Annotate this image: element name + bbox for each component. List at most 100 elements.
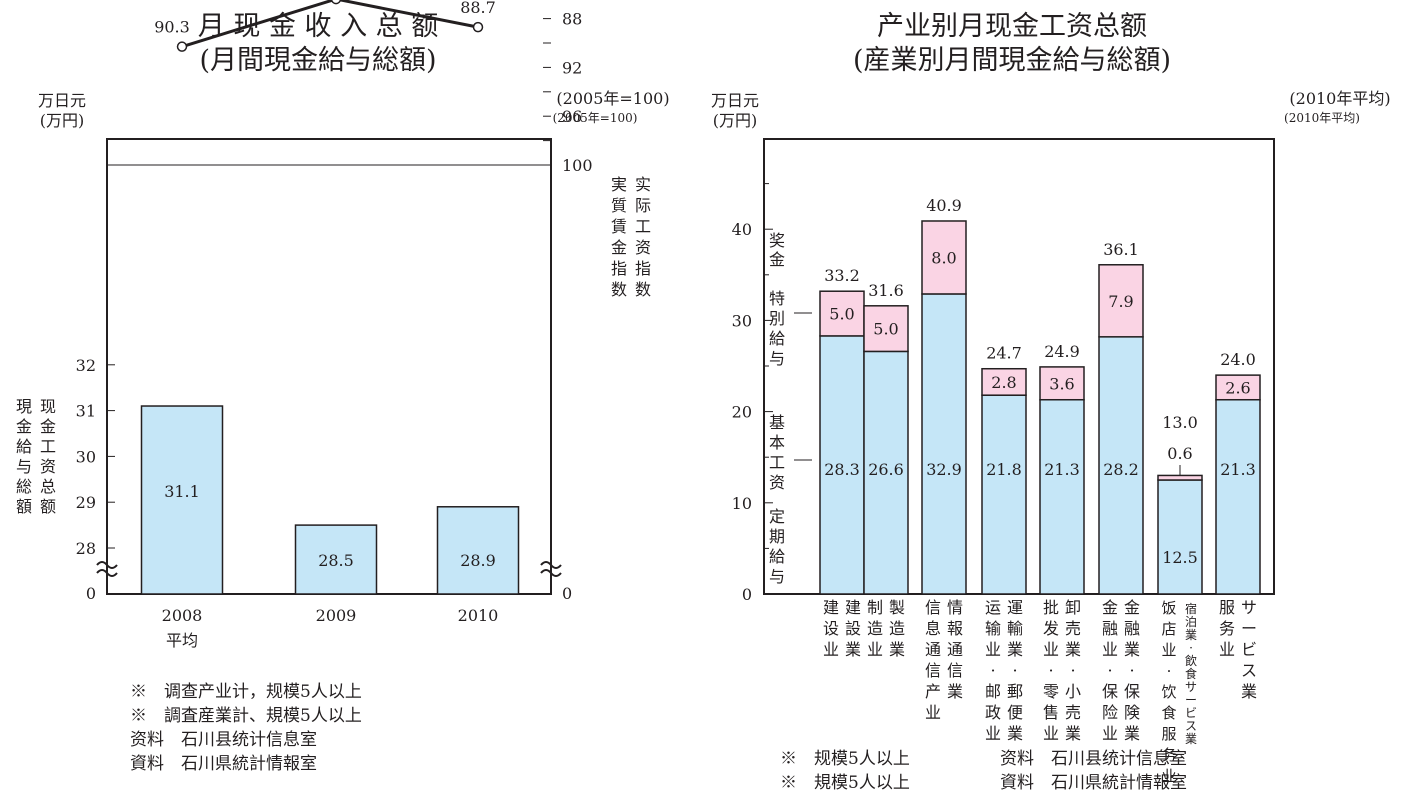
axis-title-char: 質 (611, 196, 627, 215)
left-y-tick-label: 29 (76, 493, 96, 512)
category-char: 业 (1043, 724, 1059, 743)
right-axis-ticks: 0 88 92 96 100 (540, 10, 593, 603)
right-y-tick-label: 30 (732, 311, 752, 330)
category-char: 業 (1065, 640, 1081, 659)
category-char: 信 (925, 598, 941, 617)
total-value: 31.6 (868, 281, 904, 300)
category-char: 业 (1043, 640, 1059, 659)
category-char: 業 (1241, 682, 1257, 701)
category-char: ス (1185, 719, 1197, 733)
total-value: 36.1 (1103, 240, 1139, 259)
category-char: 食 (1161, 704, 1176, 722)
category-char: 通 (947, 640, 963, 659)
left-bar (140, 405, 224, 595)
special-pay-bar (921, 220, 967, 295)
legend-char: 基 (769, 413, 785, 432)
right-chart-unit-2: (万円) (713, 111, 758, 130)
axis-title-char: 総 (16, 477, 32, 496)
category-char: 息 (925, 619, 941, 638)
category-char: 通 (925, 640, 941, 659)
category-char: 售 (1043, 703, 1059, 722)
right-chart-period-1: (2010年平均) (1289, 89, 1390, 108)
category-char: · (1167, 662, 1172, 680)
category-char: 输 (985, 619, 1001, 638)
right-y-tick-label: 10 (732, 494, 752, 513)
regular-pay-value: 21.3 (1220, 460, 1256, 479)
category-char: 宿 (1185, 601, 1197, 616)
category-char: 飲 (1185, 653, 1197, 668)
category-char: 业 (1161, 767, 1176, 785)
regular-pay-value: 12.5 (1162, 548, 1198, 567)
axis-title-char: 资 (40, 457, 56, 476)
legend-char: 工 (769, 453, 785, 472)
right-chart-period-2: (2010年平均) (1284, 111, 1360, 125)
category-char: 务 (1219, 619, 1235, 638)
category-char: 業 (1007, 724, 1023, 743)
special-pay-value: 0.6 (1167, 444, 1192, 463)
axis-title-char: 実 (611, 175, 627, 194)
regular-pay-bar (1039, 398, 1085, 595)
legend-char: 与 (769, 349, 785, 368)
right-note: ※ 規模5人以上 (780, 773, 910, 793)
right-y-tick-label: 88 (562, 10, 582, 29)
special-pay-bar (1039, 366, 1085, 401)
legend-char: 別 (769, 309, 785, 328)
category-char: 饮 (1161, 683, 1176, 701)
axis-title-char: 实 (635, 175, 651, 194)
category-char: 険 (1124, 703, 1140, 722)
category-char: 卸 (1065, 598, 1081, 617)
category-char: 店 (1161, 620, 1176, 638)
category-char: 売 (1065, 703, 1081, 722)
category-char: 業 (1065, 724, 1081, 743)
category-char: 小 (1065, 682, 1081, 701)
regular-pay-value: 28.2 (1103, 460, 1139, 479)
right-chart-title-jp: (産業別月間現金給与総額) (853, 45, 1171, 76)
special-pay-value: 5.0 (873, 320, 898, 339)
regular-pay-bar (863, 350, 909, 595)
total-value: 24.0 (1220, 350, 1256, 369)
right-y-tick-label: 0 (562, 584, 572, 603)
right-y-tick-label: 92 (562, 58, 582, 77)
total-value: 33.2 (824, 266, 860, 285)
category-char: 融 (1102, 619, 1118, 638)
category-char: 业 (985, 724, 1001, 743)
category-char: 金 (1102, 598, 1118, 617)
left-bar-value: 31.1 (164, 482, 200, 501)
left-chart-title-jp: (月間現金給与総額) (199, 45, 436, 76)
category-char: 政 (985, 703, 1001, 722)
category-char: 造 (867, 619, 883, 638)
axis-title-char: 数 (635, 280, 651, 299)
category-char: ー (1185, 693, 1197, 707)
left-y-tick-label: 0 (86, 584, 96, 603)
category-char: 建 (845, 598, 861, 617)
axis-title-char: 数 (611, 280, 627, 299)
axis-title-char: 金 (40, 417, 56, 436)
right-y-tick-label: 0 (742, 585, 752, 604)
special-pay-value: 2.6 (1225, 378, 1250, 397)
left-y-tick-label: 32 (76, 356, 96, 375)
category-char: ビ (1185, 706, 1197, 720)
left-note: 资料 石川县统计信息室 (130, 730, 317, 750)
category-char: 業 (1185, 628, 1197, 642)
index-value: 88.7 (460, 0, 496, 17)
axis-title-char: 总 (40, 477, 56, 496)
axis-title-char: 金 (16, 417, 32, 436)
category-char: 情 (947, 598, 963, 617)
left-note: ※ 调查产业计，规模5人以上 (130, 682, 362, 702)
category-char: 業 (1124, 724, 1140, 743)
axis-title-char: 指 (635, 259, 651, 278)
category-char: 金 (1124, 598, 1140, 617)
category-char: 売 (1065, 619, 1081, 638)
left-bar-value: 28.5 (318, 551, 354, 570)
category-char: 饭 (1161, 599, 1176, 617)
category-char: 輸 (1007, 619, 1023, 638)
left-y-tick-label: 28 (76, 539, 96, 558)
category-char: 批 (1043, 598, 1059, 617)
index-point (330, 0, 342, 5)
axis-title-char: 资 (635, 238, 651, 257)
axis-title-char: 工 (40, 437, 56, 456)
special-pay-bar (1157, 474, 1203, 481)
special-pay-value: 3.6 (1049, 374, 1074, 393)
left-y-tick-label: 30 (76, 447, 96, 466)
